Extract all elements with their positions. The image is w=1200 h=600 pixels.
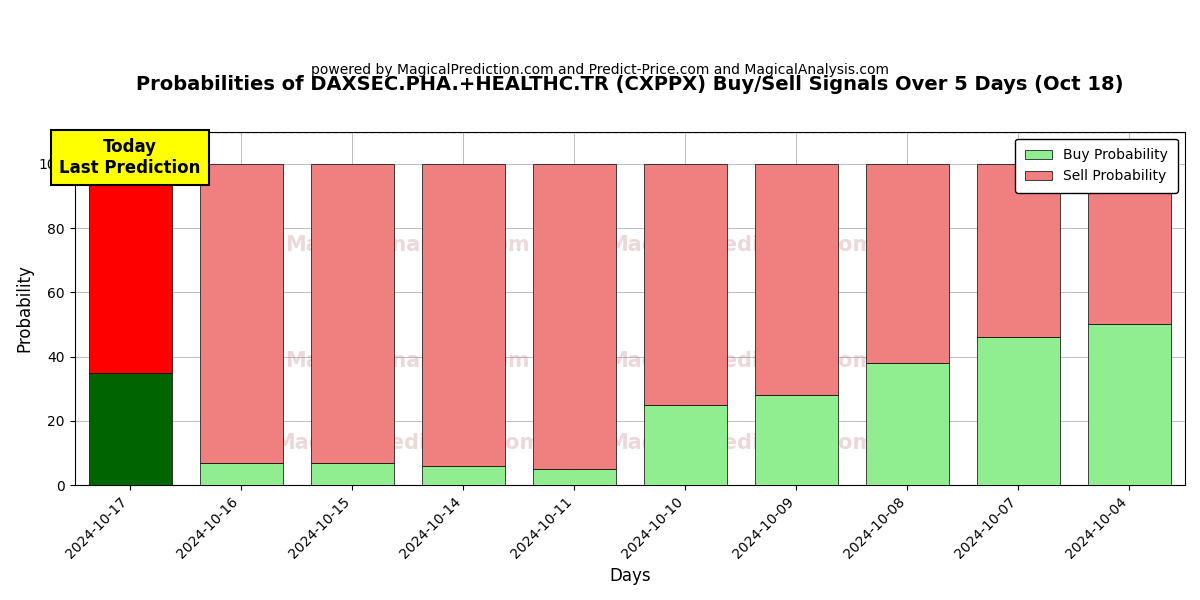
Text: MagicalPrediction.com: MagicalPrediction.com bbox=[274, 433, 541, 453]
Bar bbox=[311, 164, 394, 463]
Text: MagicalAnalysis.com: MagicalAnalysis.com bbox=[286, 352, 530, 371]
Text: MagicalPrediction.com: MagicalPrediction.com bbox=[607, 433, 875, 453]
Bar bbox=[311, 463, 394, 485]
Text: MagicalPrediction.com: MagicalPrediction.com bbox=[607, 352, 875, 371]
Bar bbox=[977, 164, 1060, 337]
Bar bbox=[755, 395, 838, 485]
Bar bbox=[865, 363, 949, 485]
Bar bbox=[533, 469, 616, 485]
Bar bbox=[977, 337, 1060, 485]
Bar bbox=[199, 164, 283, 463]
Bar bbox=[199, 463, 283, 485]
Bar bbox=[533, 164, 616, 469]
Legend: Buy Probability, Sell Probability: Buy Probability, Sell Probability bbox=[1015, 139, 1178, 193]
Text: MagicalPrediction.com: MagicalPrediction.com bbox=[607, 235, 875, 255]
Bar bbox=[643, 405, 727, 485]
Bar bbox=[755, 164, 838, 395]
Bar bbox=[421, 466, 505, 485]
Bar bbox=[1088, 164, 1171, 325]
Bar bbox=[1088, 325, 1171, 485]
Bar bbox=[865, 164, 949, 363]
Bar bbox=[89, 373, 172, 485]
Bar bbox=[89, 164, 172, 373]
Bar bbox=[643, 164, 727, 405]
Text: Today
Last Prediction: Today Last Prediction bbox=[60, 138, 200, 177]
Text: powered by MagicalPrediction.com and Predict-Price.com and MagicalAnalysis.com: powered by MagicalPrediction.com and Pre… bbox=[311, 63, 889, 77]
Text: MagicalAnalysis.com: MagicalAnalysis.com bbox=[286, 235, 530, 255]
Bar bbox=[421, 164, 505, 466]
Y-axis label: Probability: Probability bbox=[16, 265, 34, 352]
Title: Probabilities of DAXSEC.PHA.+HEALTHC.TR (CXPPX) Buy/Sell Signals Over 5 Days (Oc: Probabilities of DAXSEC.PHA.+HEALTHC.TR … bbox=[136, 75, 1123, 94]
X-axis label: Days: Days bbox=[610, 567, 650, 585]
